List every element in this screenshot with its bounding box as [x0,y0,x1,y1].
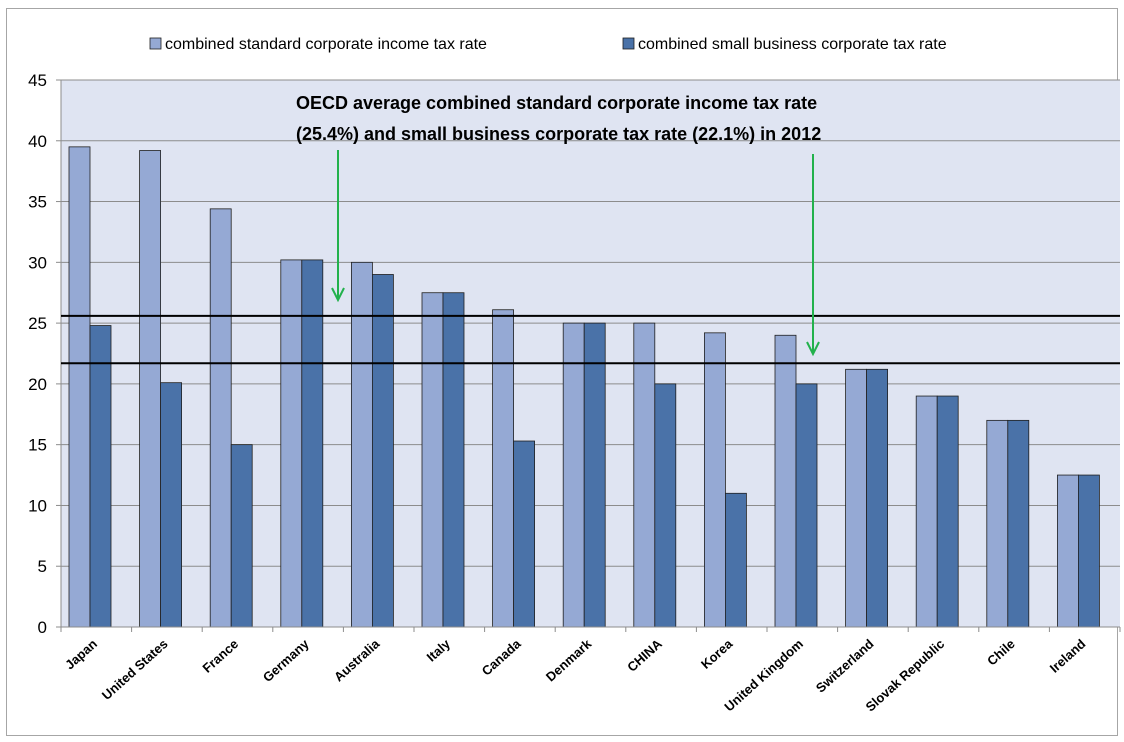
bar [139,150,162,628]
bar [68,146,91,628]
y-tick-label: 0 [38,618,47,637]
bar [774,334,797,628]
bar [583,322,606,628]
annotation-line-2: (25.4%) and small business corporate tax… [296,124,821,144]
y-tick-label: 45 [28,71,47,90]
annotation-line-1: OECD average combined standard corporate… [296,93,817,113]
bar [915,395,938,628]
bar [562,322,585,628]
legend-label: combined standard corporate income tax r… [165,36,487,53]
bar [1078,474,1100,628]
bar [160,382,183,628]
bar [704,332,726,628]
bar [89,325,112,628]
arrow-head [331,287,345,303]
bar [209,208,232,628]
y-tick-label: 20 [28,375,47,394]
bar [654,383,677,628]
bar [492,309,515,628]
bar [986,419,1009,628]
bar [371,274,394,628]
arrow-head [806,341,820,357]
bar [1057,474,1079,628]
bar [230,444,253,628]
bar [936,395,959,628]
bar [845,368,867,628]
bar [725,492,747,628]
y-tick-label: 35 [28,193,47,212]
y-tick-label: 10 [28,496,47,515]
bar [350,261,373,628]
bar [866,368,888,628]
legend-swatch [149,37,162,50]
y-tick-label: 40 [28,132,47,151]
annotation: OECD average combined standard corporate… [296,93,821,357]
bar [1007,419,1030,628]
bar [442,292,465,628]
y-tick-label: 5 [38,557,47,576]
y-tick-label: 15 [28,436,47,455]
bar [633,322,656,628]
y-tick-label: 30 [28,253,47,272]
legend-swatch [622,37,635,50]
legend-label: combined small business corporate tax ra… [638,36,947,53]
bar [795,383,818,628]
y-tick-label: 25 [28,314,47,333]
bar [421,292,444,628]
legend: combined standard corporate income tax r… [149,36,947,53]
bar [513,440,535,628]
